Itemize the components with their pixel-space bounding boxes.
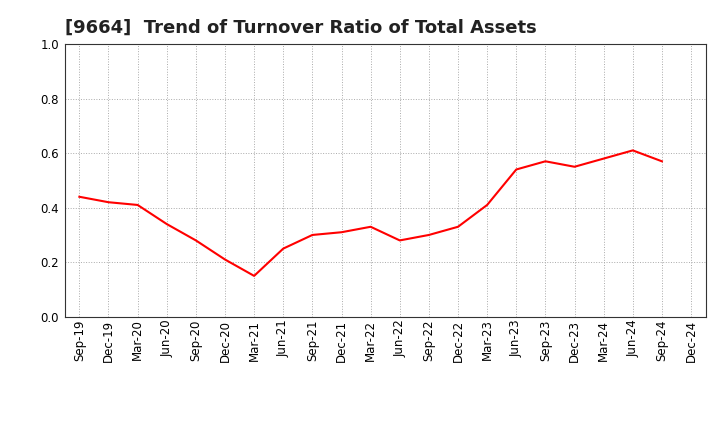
Text: [9664]  Trend of Turnover Ratio of Total Assets: [9664] Trend of Turnover Ratio of Total … (65, 19, 536, 37)
